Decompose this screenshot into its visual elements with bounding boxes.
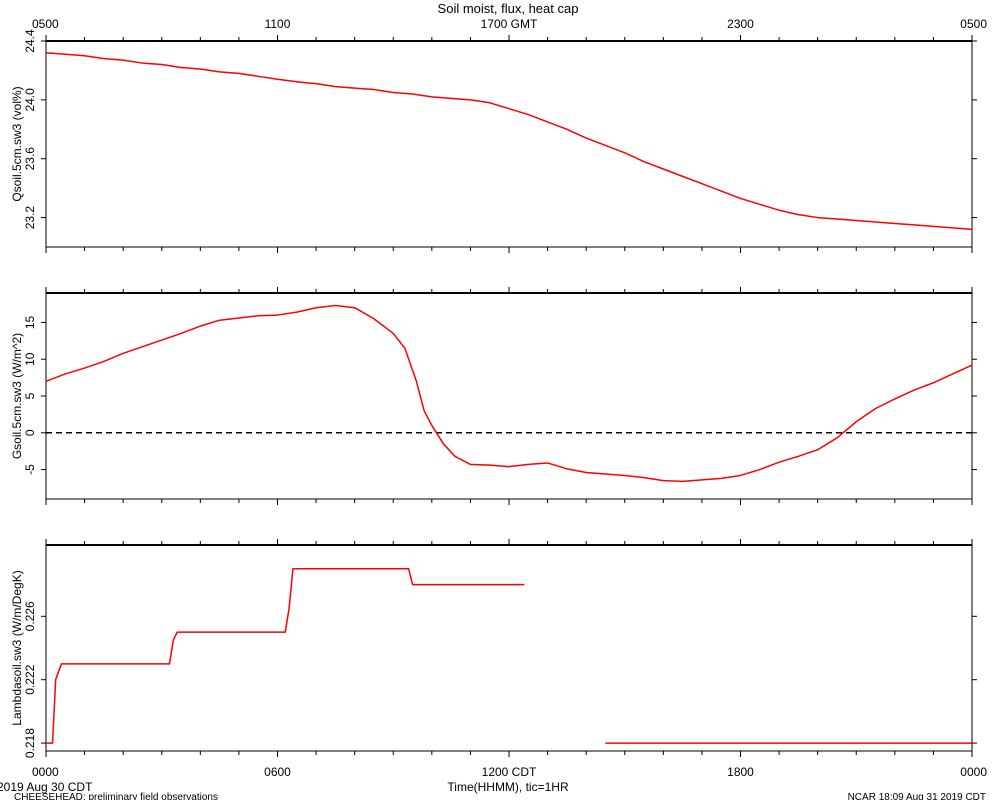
- x-tick-label-bottom: 1200 CDT: [482, 765, 537, 779]
- y-tick-label: 24.0: [23, 88, 37, 112]
- x-axis-label: Time(HHMM), tic=1HR: [447, 780, 569, 794]
- y-tick-label: 10: [23, 352, 37, 366]
- panel-1: 23.2 23.6 24.0 24.4 Qsoil.5cm.sw3 (vol%): [10, 29, 977, 253]
- y-axis-label: Qsoil.5cm.sw3 (vol%): [10, 86, 24, 201]
- y-tick-label: -5: [23, 464, 37, 475]
- y-tick-label: 0: [23, 429, 37, 436]
- x-tick-label-top: 0500: [960, 17, 987, 31]
- series-line-1: [45, 304, 973, 483]
- y-tick-label: 0.218: [23, 728, 37, 758]
- plot-frame: [45, 40, 973, 248]
- x-tick-label-bottom: 0000: [960, 765, 987, 779]
- y-tick-label: 24.4: [23, 29, 37, 53]
- y-tick-label: 0.226: [23, 601, 37, 631]
- footer-date: 2019 Aug 30 CDT: [0, 780, 93, 794]
- panel-2: -5 0 5 10 15 Gsoil.5cm.sw3 (W/m^2): [10, 287, 977, 505]
- y-tick-label: 23.6: [23, 147, 37, 171]
- y-tick-label: 5: [23, 392, 37, 399]
- footer-note-left: CHEESEHEAD: preliminary field observatio…: [14, 792, 218, 800]
- x-tick-label-bottom: 0000: [32, 765, 59, 779]
- y-tick-label: 23.2: [23, 206, 37, 230]
- x-tick-label-top: 2300: [727, 17, 754, 31]
- x-tick-label-top: 1100: [265, 17, 291, 31]
- plot-frame: [45, 292, 973, 500]
- x-tick-label-bottom: 1800: [727, 765, 754, 779]
- x-tick-label-bottom: 0600: [264, 765, 291, 779]
- y-tick-label: 15: [23, 315, 37, 329]
- y-tick-label: 0.222: [23, 664, 37, 694]
- y-axis-label: Lambdasoil.sw3 (W/m/DegK): [10, 570, 24, 725]
- y-axis-label: Gsoil.5cm.sw3 (W/m^2): [10, 333, 24, 459]
- chart-title: Soil moist, flux, heat cap: [438, 1, 579, 16]
- plot-frame: [45, 544, 973, 752]
- series-line-1: [46, 568, 525, 744]
- x-tick-label-top: 1700 GMT: [481, 17, 538, 31]
- series-line-1: [45, 52, 973, 231]
- x-tick-label-top: 0500: [32, 17, 59, 31]
- footer-note-right: NCAR 18:09 Aug 31 2019 CDT: [848, 792, 986, 800]
